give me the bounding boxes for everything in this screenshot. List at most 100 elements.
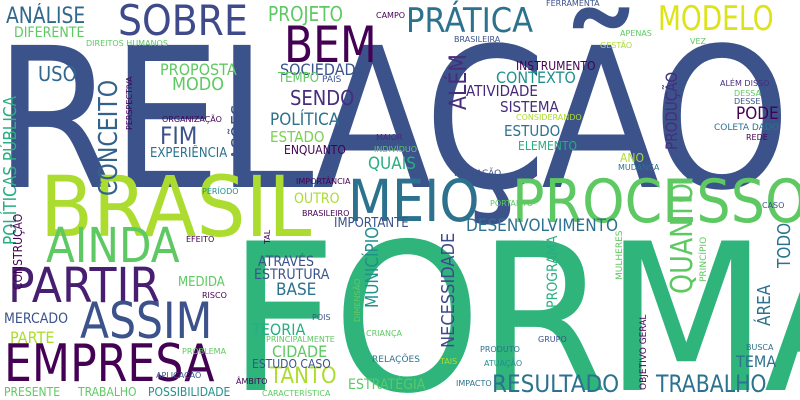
cloud-word: SENDO [290, 86, 355, 110]
cloud-word: PARTE [10, 328, 55, 347]
cloud-word: DESENVOLVIMENTO [466, 216, 619, 236]
cloud-word: EMPRESA [4, 334, 215, 394]
cloud-word: CASO [762, 201, 785, 210]
cloud-word: INDIVÍDUO [374, 145, 418, 154]
cloud-word: TEORIA [252, 320, 306, 339]
cloud-word: PORTANTO [490, 199, 534, 208]
cloud-word: PRODUÇÃO [662, 71, 681, 150]
cloud-word: PRODUTO [480, 345, 520, 354]
cloud-word: PRINCÍPIO [699, 236, 709, 282]
cloud-word: EXPERIÊNCIA [150, 146, 228, 161]
cloud-word: IMPACTO [456, 379, 492, 388]
cloud-word: ORGANIZAÇÃO [162, 115, 222, 124]
cloud-word: CONCEITO [94, 79, 124, 196]
cloud-word: POIS [312, 313, 331, 322]
cloud-word: PROGRAMA [545, 235, 561, 308]
cloud-word: CIDADE [272, 342, 328, 361]
cloud-word: BRASILEIRO [302, 209, 350, 218]
cloud-word: USO [38, 62, 77, 86]
cloud-word: REDE [746, 133, 768, 142]
cloud-word: INOVAÇÃO [454, 169, 502, 179]
cloud-word: TRABALHO [78, 385, 137, 399]
cloud-word: TANTO [270, 364, 337, 389]
cloud-word: TODO [774, 222, 795, 268]
cloud-word: DESSA [734, 89, 761, 98]
cloud-word: ALÉM DISSO [720, 79, 770, 88]
cloud-word: TAIS [440, 357, 458, 366]
cloud-word: PODE [736, 104, 779, 124]
cloud-word: APENAS [620, 29, 652, 38]
cloud-word: ATIVIDADE [466, 82, 538, 100]
cloud-word: GESTÃO [600, 41, 633, 50]
cloud-word: QUANTO [665, 183, 700, 294]
cloud-word: MUNICÍPIO [362, 226, 383, 308]
cloud-word: COLETA DADO [714, 123, 779, 133]
cloud-word: ATUAÇÃO [484, 359, 523, 368]
cloud-word: ATRAVÉS [258, 254, 314, 270]
cloud-word: MERCADO [4, 311, 68, 327]
cloud-word: PROJETO [268, 2, 343, 26]
cloud-word: MEDIDA [178, 275, 225, 290]
cloud-word: TRABALHO [656, 370, 767, 398]
cloud-word: INSTRUMENTO [516, 59, 596, 73]
cloud-word: MEIO [348, 167, 480, 235]
cloud-word: ANO [620, 151, 644, 165]
cloud-word: ESTADO [270, 128, 325, 146]
cloud-word: PERSPECTIVA [125, 76, 134, 130]
cloud-word: MULHERES [615, 230, 625, 280]
cloud-word: ÂMBITO [236, 377, 268, 386]
cloud-word: IMPORTÂNCIA [296, 177, 351, 186]
cloud-word: PRESENTE [4, 385, 61, 399]
cloud-word: AÇÕES [228, 104, 249, 160]
cloud-word: PROBLEMA [182, 347, 227, 356]
cloud-word: CAMPO [376, 11, 406, 20]
cloud-word: PROCESSO [512, 167, 800, 237]
cloud-word: MAIOR [376, 133, 403, 142]
cloud-word: BASE [276, 280, 317, 300]
cloud-word: PAIS [322, 75, 342, 85]
cloud-word: TEMPO [278, 71, 319, 86]
cloud-word: ASSIM [80, 292, 213, 350]
cloud-word: FIM [160, 122, 198, 150]
cloud-word: SOCIEDADE [280, 60, 365, 79]
cloud-word: ELEMENTO [518, 139, 577, 153]
cloud-word: BUSCA [746, 343, 774, 352]
cloud-word: ESTRUTURA [254, 267, 330, 283]
cloud-word: POLÍTICA [270, 110, 340, 130]
cloud-word: PROPOSTA [160, 60, 237, 79]
cloud-word: DIFERENTE [14, 25, 85, 41]
cloud-word: POSSIBILIDADE [148, 385, 231, 399]
cloud-word: QUAIS [368, 154, 416, 174]
cloud-word: PRÁTICA [406, 1, 534, 41]
cloud-word: GRUPO [538, 335, 567, 344]
cloud-word: MODO [172, 74, 224, 95]
cloud-word: ESTUDO CASO [252, 357, 331, 371]
cloud-word: AINDA [46, 218, 180, 274]
cloud-word: BRASILEIRA [454, 35, 501, 44]
cloud-word: DIREITOS HUMANOS [86, 39, 168, 48]
cloud-word: SOBRE [118, 0, 248, 45]
cloud-word: TEMA [736, 352, 777, 371]
cloud-word: VEZ [690, 37, 707, 46]
cloud-word: CONSTRUÇÃO [11, 213, 25, 290]
cloud-word: BEM [284, 16, 377, 74]
cloud-word: CONTEXTO [496, 68, 576, 87]
cloud-word: RELAÇÃO [0, 6, 791, 233]
cloud-word: SISTEMA [500, 98, 559, 116]
cloud-word: CRIANÇA [366, 329, 403, 338]
cloud-word: MODELO [658, 0, 774, 39]
cloud-word: MUDANÇA [618, 163, 660, 172]
cloud-word: DESSE [734, 97, 761, 106]
cloud-word: DIMENSÃO [353, 278, 362, 322]
cloud-word: OBJETIVO GERAL [639, 314, 649, 390]
cloud-word: ÁREA [754, 284, 775, 326]
cloud-word: OUTRO [294, 191, 340, 207]
cloud-word: ESTRATÉGIA [348, 377, 426, 393]
cloud-word: ENQUANTO [284, 143, 346, 157]
cloud-word: CONSIDERANDO [516, 113, 582, 122]
cloud-word: RISCO [202, 291, 227, 300]
cloud-word: BRASIL [40, 158, 312, 256]
cloud-word: RELAÇÕES [372, 355, 420, 365]
cloud-word: IMPORTANTE [334, 216, 409, 231]
